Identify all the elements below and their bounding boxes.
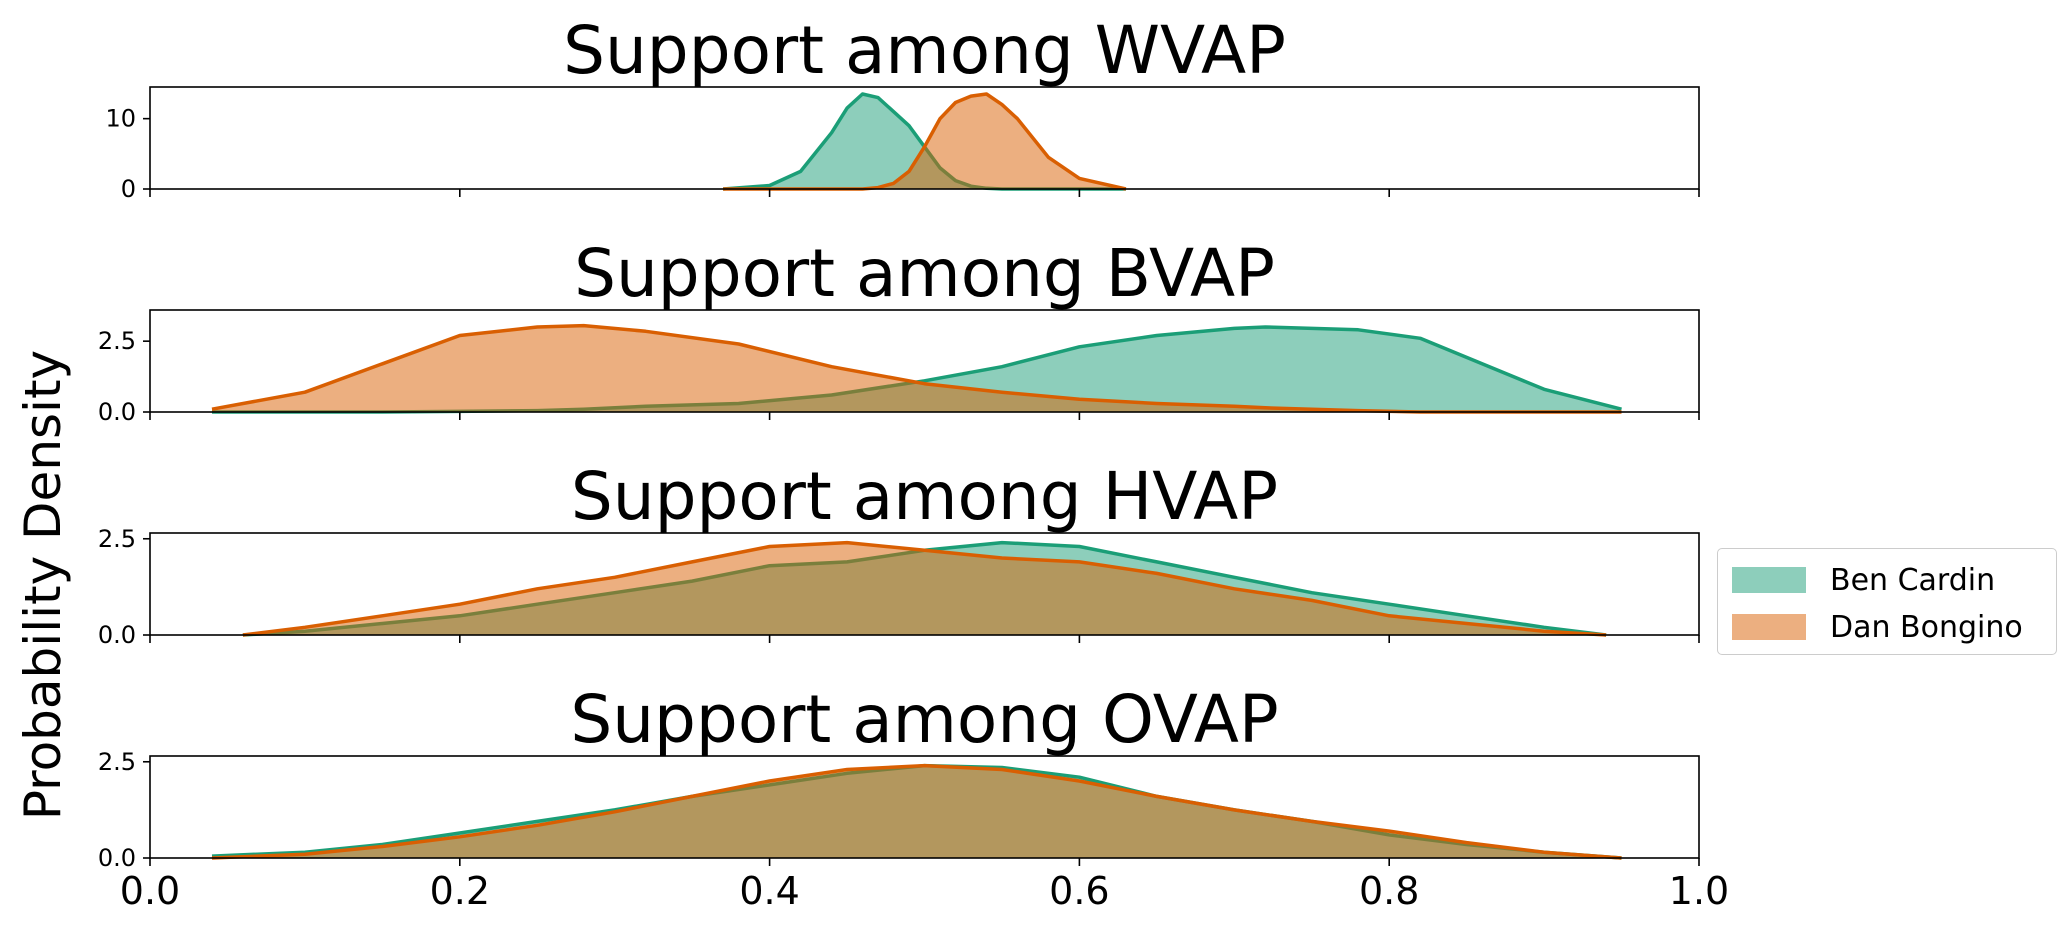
y-tick-label: 0.0 bbox=[98, 621, 136, 649]
panel-1: Support among WVAP 0 10 bbox=[105, 12, 1700, 203]
y-tick-label: 0 bbox=[121, 175, 136, 203]
plot-frame bbox=[149, 309, 1700, 413]
panel-2: Support among BVAP 0.0 2.5 bbox=[98, 235, 1700, 426]
x-tick-label: 0.4 bbox=[739, 869, 799, 913]
density-area-dan-bongino bbox=[723, 94, 1126, 189]
legend-label-dan-bongino: Dan Bongino bbox=[1830, 609, 2023, 645]
legend-item-ben-cardin: Ben Cardin bbox=[1732, 562, 1996, 598]
panel-3: Support among HVAP 0.0 2.5 bbox=[98, 458, 1700, 649]
density-area-dan-bongino bbox=[211, 325, 1622, 412]
density-line-dan-bongino bbox=[211, 763, 1622, 860]
plot-frame bbox=[149, 755, 1700, 859]
x-tick-label: 1.0 bbox=[1669, 869, 1729, 913]
plot-frame bbox=[149, 86, 1700, 190]
density-area-ben-cardin bbox=[211, 327, 1622, 412]
legend-swatch-ben-cardin bbox=[1732, 567, 1806, 593]
y-tick-label: 2.5 bbox=[98, 327, 136, 355]
density-area-dan-bongino bbox=[242, 542, 1607, 635]
y-tick-label: 0.0 bbox=[98, 844, 136, 872]
x-tick-label: 0.8 bbox=[1359, 869, 1419, 913]
legend-label-ben-cardin: Ben Cardin bbox=[1830, 562, 1996, 598]
legend: Ben Cardin Dan Bongino bbox=[1717, 548, 2057, 655]
panel-title: Support among BVAP bbox=[574, 235, 1275, 312]
x-tick-label: 0.0 bbox=[120, 869, 180, 913]
y-axis-label: Probability Density bbox=[14, 350, 72, 820]
panel-title: Support among HVAP bbox=[571, 458, 1278, 535]
legend-swatch-dan-bongino bbox=[1732, 614, 1806, 640]
y-tick-label: 2.5 bbox=[98, 525, 136, 553]
x-tick-label: 0.2 bbox=[430, 869, 490, 913]
density-area-dan-bongino bbox=[211, 765, 1622, 858]
plot-frame bbox=[149, 532, 1700, 636]
panel-4: Support among OVAP 0.0 2.5 0.0 0.2 0.4 0.6 0.8 1… bbox=[98, 681, 1729, 913]
panel-title: Support among OVAP bbox=[570, 681, 1278, 758]
y-tick-label: 0.0 bbox=[98, 398, 136, 426]
panel-title: Support among WVAP bbox=[563, 12, 1286, 89]
x-tick-label: 0.6 bbox=[1049, 869, 1109, 913]
legend-item-dan-bongino: Dan Bongino bbox=[1732, 609, 2023, 645]
y-tick-label: 2.5 bbox=[98, 748, 136, 776]
y-tick-label: 10 bbox=[105, 105, 136, 133]
density-area-ben-cardin bbox=[723, 94, 1126, 189]
density-line-dan-bongino bbox=[242, 540, 1607, 637]
